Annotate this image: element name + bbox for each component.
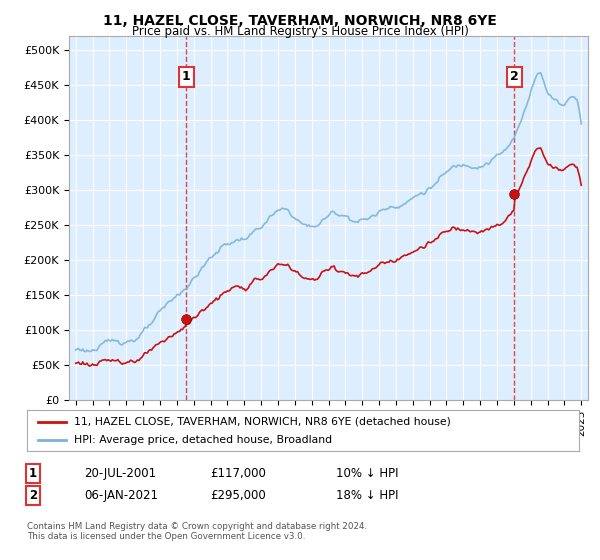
Text: £295,000: £295,000	[210, 489, 266, 502]
Text: 20-JUL-2001: 20-JUL-2001	[84, 466, 156, 480]
Text: 11, HAZEL CLOSE, TAVERHAM, NORWICH, NR8 6YE (detached house): 11, HAZEL CLOSE, TAVERHAM, NORWICH, NR8 …	[74, 417, 451, 427]
Text: 18% ↓ HPI: 18% ↓ HPI	[336, 489, 398, 502]
Text: 2: 2	[29, 489, 37, 502]
Text: 1: 1	[29, 466, 37, 480]
Text: 10% ↓ HPI: 10% ↓ HPI	[336, 466, 398, 480]
Text: £117,000: £117,000	[210, 466, 266, 480]
Text: 1: 1	[182, 71, 190, 83]
Text: This data is licensed under the Open Government Licence v3.0.: This data is licensed under the Open Gov…	[27, 532, 305, 541]
Text: 11, HAZEL CLOSE, TAVERHAM, NORWICH, NR8 6YE: 11, HAZEL CLOSE, TAVERHAM, NORWICH, NR8 …	[103, 14, 497, 28]
Text: 2: 2	[510, 71, 519, 83]
Text: Price paid vs. HM Land Registry's House Price Index (HPI): Price paid vs. HM Land Registry's House …	[131, 25, 469, 38]
Text: 06-JAN-2021: 06-JAN-2021	[84, 489, 158, 502]
Text: HPI: Average price, detached house, Broadland: HPI: Average price, detached house, Broa…	[74, 435, 332, 445]
Text: Contains HM Land Registry data © Crown copyright and database right 2024.: Contains HM Land Registry data © Crown c…	[27, 522, 367, 531]
